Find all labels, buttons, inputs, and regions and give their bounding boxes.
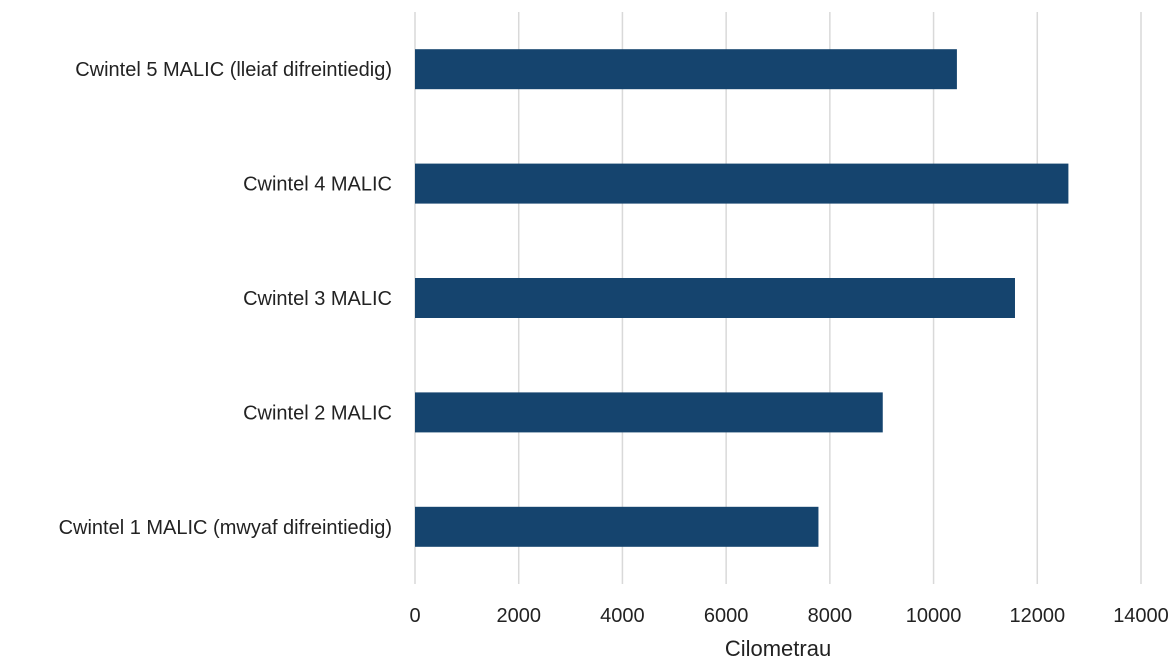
bar xyxy=(415,49,957,90)
category-label: Cwintel 5 MALIC (lleiaf difreintiedig) xyxy=(75,59,392,81)
x-tick-label: 6000 xyxy=(704,605,749,627)
bar xyxy=(415,392,883,433)
bar xyxy=(415,163,1069,204)
category-label: Cwintel 3 MALIC xyxy=(243,288,392,310)
x-tick-label: 8000 xyxy=(808,605,853,627)
bars xyxy=(415,49,1069,547)
x-tick-label: 2000 xyxy=(496,605,541,627)
category-labels: Cwintel 5 MALIC (lleiaf difreintiedig) Cw… xyxy=(59,59,392,539)
x-axis-title: Cilometrau xyxy=(725,636,831,661)
bar xyxy=(415,506,819,547)
x-tick-label: 14000 xyxy=(1113,605,1169,627)
x-tick-label: 0 xyxy=(409,605,420,627)
bar xyxy=(415,278,1015,318)
category-label: Cwintel 2 MALIC xyxy=(243,402,392,424)
category-label: Cwintel 1 MALIC (mwyaf difreintiedig) xyxy=(59,517,392,539)
x-tick-label: 12000 xyxy=(1009,605,1065,627)
x-tick-label: 4000 xyxy=(600,605,645,627)
x-tick-label: 10000 xyxy=(906,605,962,627)
x-tick-labels: 0 2000 4000 6000 8000 10000 12000 14000 xyxy=(409,605,1168,627)
category-label: Cwintel 4 MALIC xyxy=(243,174,392,196)
